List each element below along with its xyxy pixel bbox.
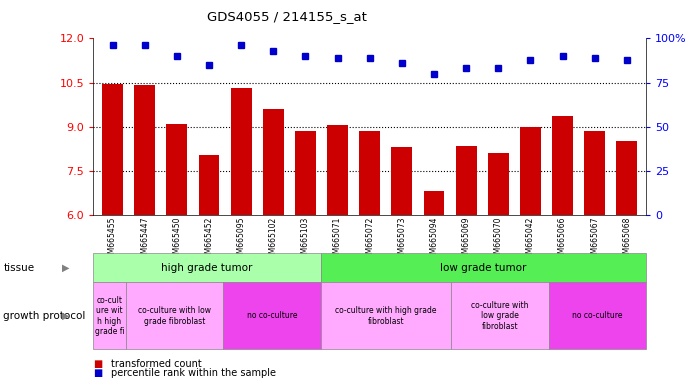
- Bar: [134, 85, 155, 215]
- Text: ■: ■: [93, 359, 102, 369]
- Text: tissue: tissue: [3, 263, 35, 273]
- Text: co-culture with high grade
fibroblast: co-culture with high grade fibroblast: [335, 306, 437, 326]
- Text: GDS4055 / 214155_s_at: GDS4055 / 214155_s_at: [207, 10, 367, 23]
- Bar: [231, 88, 252, 215]
- Text: no co-culture: no co-culture: [247, 311, 297, 320]
- Bar: [552, 116, 573, 215]
- Bar: [167, 124, 187, 215]
- Text: co-culture with low
grade fibroblast: co-culture with low grade fibroblast: [138, 306, 211, 326]
- Bar: [263, 109, 284, 215]
- Bar: [520, 127, 541, 215]
- Bar: [488, 153, 509, 215]
- Bar: [424, 192, 444, 215]
- Text: high grade tumor: high grade tumor: [162, 263, 253, 273]
- Bar: [391, 147, 413, 215]
- Bar: [584, 131, 605, 215]
- Text: ▶: ▶: [62, 263, 70, 273]
- Bar: [295, 131, 316, 215]
- Bar: [198, 155, 220, 215]
- Bar: [359, 131, 380, 215]
- Text: transformed count: transformed count: [111, 359, 201, 369]
- Text: co-culture with
low grade
fibroblast: co-culture with low grade fibroblast: [471, 301, 529, 331]
- Text: percentile rank within the sample: percentile rank within the sample: [111, 368, 276, 378]
- Text: low grade tumor: low grade tumor: [440, 263, 527, 273]
- Bar: [102, 84, 123, 215]
- Text: no co-culture: no co-culture: [572, 311, 623, 320]
- Text: ■: ■: [93, 368, 102, 378]
- Bar: [616, 141, 637, 215]
- Text: co-cult
ure wit
h high
grade fi: co-cult ure wit h high grade fi: [95, 296, 124, 336]
- Text: growth protocol: growth protocol: [3, 311, 86, 321]
- Bar: [327, 125, 348, 215]
- Bar: [455, 146, 477, 215]
- Text: ▶: ▶: [62, 311, 70, 321]
